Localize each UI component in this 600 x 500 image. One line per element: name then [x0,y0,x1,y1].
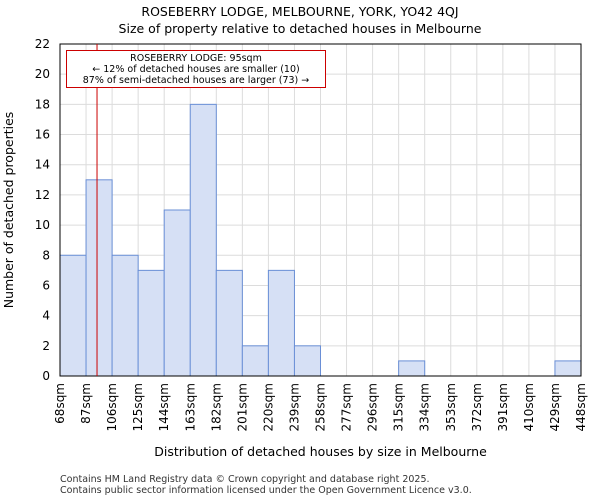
x-tick-label: 182sqm [209,383,223,431]
bar [137,269,165,377]
annotation-box: ROSEBERRY LODGE: 95sqm ← 12% of detached… [66,50,326,88]
y-tick-label: 6 [42,278,50,292]
y-tick-label: 2 [42,339,50,353]
x-tick-label: 106sqm [105,383,119,431]
x-tick-label: 410sqm [522,383,536,431]
x-tick-label: 144sqm [157,383,171,431]
x-tick-label: 448sqm [574,383,588,431]
bar [398,360,426,377]
x-tick-label: 163sqm [183,383,197,431]
chart-title: ROSEBERRY LODGE, MELBOURNE, YORK, YO42 4… [141,4,459,19]
y-tick-label: 22 [35,37,50,51]
x-tick-label: 239sqm [287,383,301,431]
y-tick-label: 0 [42,369,50,383]
y-tick-label: 16 [35,128,50,142]
bar [554,360,582,377]
x-tick-label: 296sqm [366,383,380,431]
x-tick-label: 315sqm [392,383,406,431]
x-tick-label: 334sqm [418,383,432,431]
x-tick-label: 277sqm [340,383,354,431]
bar [85,179,113,377]
y-tick-label: 18 [35,97,50,111]
bar [59,254,87,377]
chart-subtitle: Size of property relative to detached ho… [118,21,482,36]
x-tick-label: 68sqm [53,383,67,424]
x-tick-label: 391sqm [496,383,510,431]
x-tick-label: 353sqm [444,383,458,431]
footer-line-2: Contains public sector information licen… [60,485,472,496]
x-tick-label: 258sqm [314,383,328,431]
x-axis-label: Distribution of detached houses by size … [154,444,487,459]
y-tick-label: 20 [35,67,50,81]
bar [189,103,217,377]
y-axis-label: Number of detached properties [1,112,16,309]
annotation-line-2: ← 12% of detached houses are smaller (10… [92,64,300,75]
bar [293,345,322,377]
annotation-line-3: 87% of semi-detached houses are larger (… [82,75,310,86]
plot-frame [59,43,582,377]
bar [163,209,191,377]
x-tick-label: 87sqm [79,383,93,424]
y-tick-label: 10 [35,218,50,232]
bar [111,254,139,377]
x-tick-label: 429sqm [548,383,562,431]
bar [267,269,295,377]
bar [241,345,269,377]
annotation-line-1: ROSEBERRY LODGE: 95sqm [130,53,262,64]
x-tick-label: 201sqm [235,383,249,431]
footer-line-1: Contains HM Land Registry data © Crown c… [60,474,430,485]
x-tick-label: 125sqm [131,383,145,431]
y-tick-label: 4 [42,309,50,323]
y-tick-label: 14 [35,158,50,172]
y-tick-label: 12 [35,188,50,202]
x-tick-label: 220sqm [261,383,275,431]
x-tick-label: 372sqm [470,383,484,431]
y-tick-label: 8 [42,248,50,262]
bar [215,269,243,377]
